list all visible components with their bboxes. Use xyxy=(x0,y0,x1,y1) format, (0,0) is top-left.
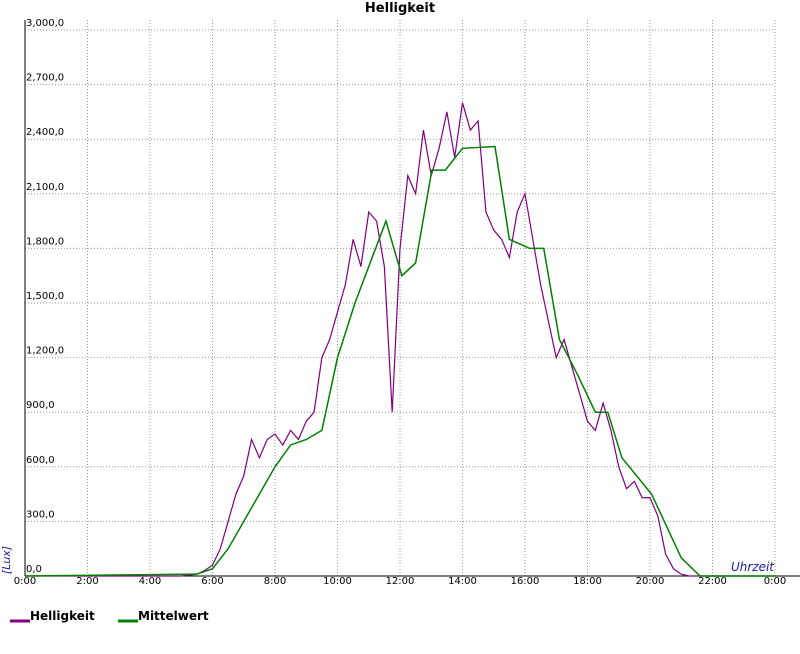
data-line xyxy=(25,102,775,577)
x-tick-label: 14:00 xyxy=(448,576,477,587)
x-tick-label: 2:00 xyxy=(76,576,98,587)
legend-label: Mittelwert xyxy=(138,609,209,623)
x-tick-label: 18:00 xyxy=(573,576,602,587)
y-tick-label: 1,200,0 xyxy=(26,346,64,357)
y-tick-label: 2,100,0 xyxy=(26,182,64,193)
y-tick-label: 300,0 xyxy=(26,509,55,520)
x-tick-label: 0:00 xyxy=(14,576,36,587)
y-tick-label: 1,500,0 xyxy=(26,291,64,302)
y-tick-label: 900,0 xyxy=(26,400,55,411)
x-tick-label: 4:00 xyxy=(139,576,161,587)
x-tick-label: 12:00 xyxy=(386,576,415,587)
y-tick-label: 2,700,0 xyxy=(26,73,64,84)
chart-title: Helligkeit xyxy=(365,1,435,16)
y-tick-label: 600,0 xyxy=(26,455,55,466)
x-tick-label: 10:00 xyxy=(323,576,352,587)
x-axis-label: Uhrzeit xyxy=(731,560,775,574)
y-tick-label: 0,0 xyxy=(26,564,42,575)
y-axis-label: [Lux] xyxy=(0,546,13,574)
y-tick-label: 1,800,0 xyxy=(26,236,64,247)
x-tick-label: 8:00 xyxy=(264,576,286,587)
y-tick-label: 3,000,0 xyxy=(26,18,64,29)
data-line xyxy=(24,145,775,577)
x-tick-label: 20:00 xyxy=(636,576,665,587)
x-tick-label: 6:00 xyxy=(201,576,223,587)
x-tick-label: 16:00 xyxy=(511,576,540,587)
x-tick-label: 0:00 xyxy=(764,576,786,587)
y-tick-label: 2,400,0 xyxy=(26,127,64,138)
legend-label: Helligkeit xyxy=(30,609,95,623)
x-tick-label: 22:00 xyxy=(698,576,727,587)
